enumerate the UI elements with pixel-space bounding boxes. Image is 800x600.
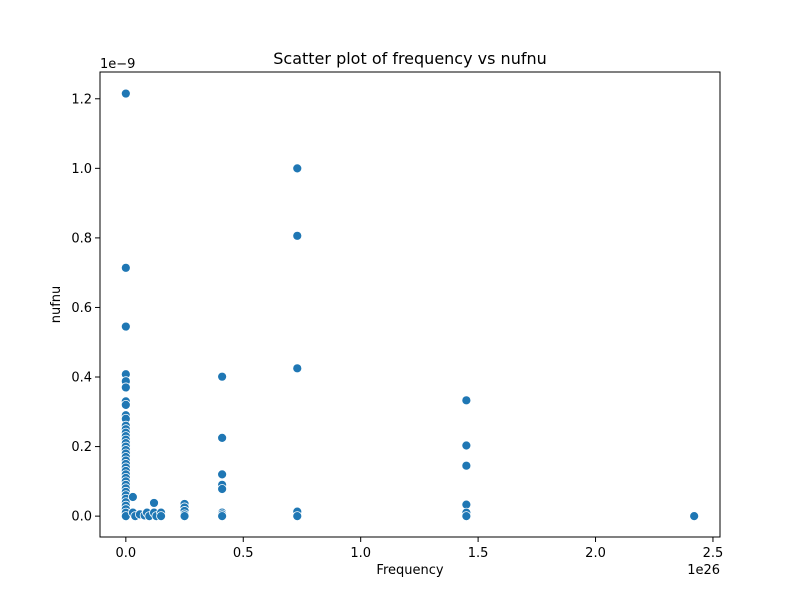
x-tick-label: 0.5 <box>233 546 254 561</box>
data-point <box>292 511 303 522</box>
data-point <box>120 399 131 410</box>
data-point <box>292 363 303 374</box>
y-tick-label: 0.0 <box>71 510 92 525</box>
data-point <box>217 511 228 522</box>
data-point <box>217 469 228 480</box>
data-point <box>149 498 159 508</box>
data-point <box>217 371 228 382</box>
x-tick-label: 1.0 <box>350 546 371 561</box>
y-tick-label: 1.0 <box>71 162 92 177</box>
y-tick-label: 0.2 <box>71 440 92 455</box>
points-layer <box>120 88 700 522</box>
y-tick-label: 0.4 <box>71 371 92 386</box>
data-point <box>461 511 472 522</box>
data-point <box>292 230 303 241</box>
x-axis-label: Frequency <box>376 563 443 578</box>
x-tick-label: 1.5 <box>468 546 489 561</box>
data-point <box>120 262 131 273</box>
y-tick-label: 0.6 <box>71 301 92 316</box>
data-point <box>292 163 303 174</box>
data-point <box>461 395 472 406</box>
y-axis-label: nufnu <box>49 286 64 324</box>
data-point <box>689 511 700 522</box>
data-point <box>217 432 228 443</box>
chart-title: Scatter plot of frequency vs nufnu <box>273 49 547 68</box>
x-tick-label: 0.0 <box>115 546 136 561</box>
x-tick-label: 2.0 <box>585 546 606 561</box>
y-axis: 0.0 0.2 0.4 0.6 0.8 1.0 1.2 <box>71 92 100 525</box>
data-point <box>120 382 131 393</box>
data-point <box>217 484 228 494</box>
data-point <box>461 460 472 471</box>
data-point <box>120 321 131 332</box>
data-point <box>461 440 472 451</box>
x-tick-label: 2.5 <box>703 546 724 561</box>
y-offset-text: 1e−9 <box>100 57 135 72</box>
plot-area-frame <box>99 71 721 538</box>
data-point <box>179 511 190 522</box>
data-point <box>127 492 138 502</box>
x-axis: 0.0 0.5 1.0 1.5 2.0 2.5 <box>115 537 723 561</box>
y-tick-label: 1.2 <box>71 92 92 107</box>
x-offset-text: 1e26 <box>687 563 720 578</box>
data-point <box>156 511 166 522</box>
data-point <box>120 88 131 99</box>
y-tick-label: 0.8 <box>71 231 92 246</box>
